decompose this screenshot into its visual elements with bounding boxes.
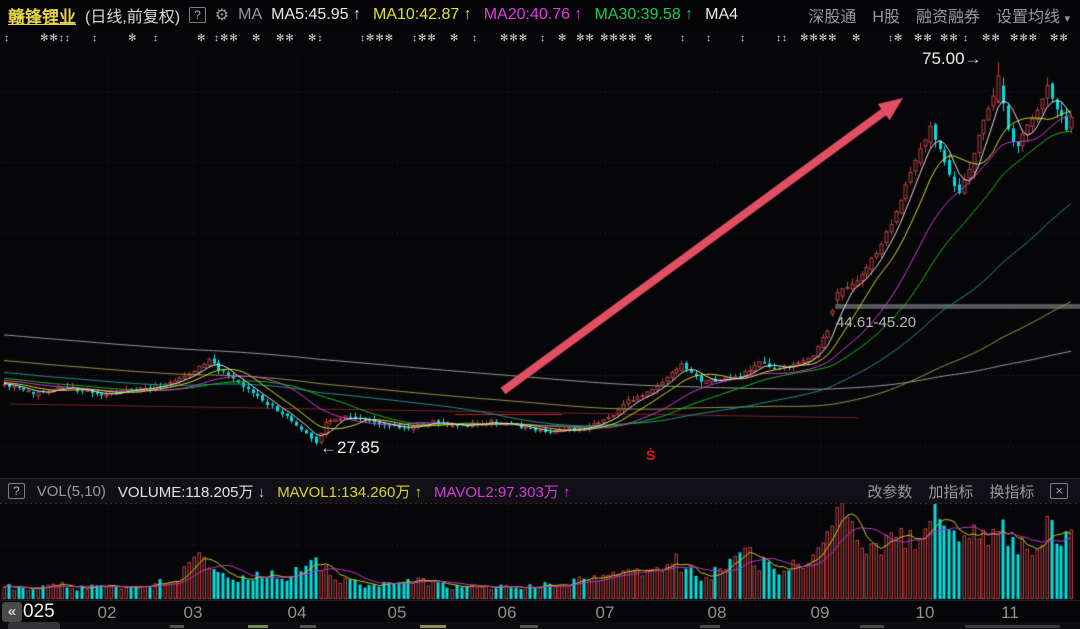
market-badge[interactable]: H股	[872, 9, 900, 26]
event-marker-icon: ↕	[540, 33, 546, 44]
chevron-down-icon: ▾	[1064, 13, 1070, 25]
volume-current-value: VOLUME:118.205万 ↓	[117, 483, 266, 501]
event-marker-icon: ✻✻✻✻	[600, 33, 638, 44]
low-price-annotation: ←27.85	[320, 438, 380, 457]
event-marker-icon: ✻✻	[576, 33, 595, 44]
help-icon[interactable]: ?	[189, 7, 206, 23]
event-marker-icon: ↕	[472, 33, 478, 44]
ma-value: MA30:39.58 ↑	[594, 6, 694, 23]
right-arrow-icon: →	[964, 49, 982, 68]
volume-indicator-label[interactable]: VOL(5,10)	[36, 482, 106, 500]
ma-value: MA10:42.87 ↑	[372, 6, 472, 23]
event-marker-icon: ✻	[197, 33, 207, 44]
clipped-text-fragment	[965, 625, 1060, 628]
event-marker-icon: ✻✻✻	[1010, 33, 1039, 44]
up-arrow-icon: ↑	[414, 483, 423, 501]
signal-marker: Ṡ	[646, 447, 656, 463]
gap-annotation: 44.61-45.20	[836, 314, 917, 331]
event-marker-icon: ✻	[852, 33, 862, 44]
clipped-text-fragment	[170, 625, 184, 628]
event-marker-icon: ↕	[680, 33, 686, 44]
event-marker-icon: ↕	[4, 33, 10, 44]
clipped-text-fragment	[420, 625, 446, 628]
event-marker-icon: ↕↕	[776, 33, 788, 44]
event-marker-icon: ✻✻	[982, 33, 1001, 44]
ma-group-label: MA	[238, 6, 263, 23]
market-badge[interactable]: 深股通	[808, 9, 857, 26]
event-marker-icon: ↕	[740, 33, 746, 44]
event-marker-icon: ✻	[644, 33, 654, 44]
badge-list: 深股通 H股 融资融券	[808, 3, 980, 27]
indicator-action-button[interactable]: 改参数	[867, 483, 913, 501]
event-marker-icon: ✻↕	[308, 33, 324, 44]
bottom-toolbar-clipped	[0, 622, 1080, 629]
event-marker-icon: ✻✻	[940, 33, 959, 44]
x-axis-label: 08	[707, 603, 727, 622]
x-axis-label: 11	[1001, 603, 1019, 622]
x-axis-label: 04	[287, 603, 307, 622]
event-marker-icon: ↕✻✻	[214, 33, 239, 44]
ma-value: MA5:45.95 ↑	[271, 6, 361, 23]
x-axis-label: 05	[387, 603, 407, 622]
ma-legend: MA5:45.95 ↑ MA10:42.87 ↑ MA20:40.76 ↑ MA30:…	[271, 6, 738, 24]
indicator-action-button[interactable]: 加指标	[928, 483, 974, 501]
x-axis-label: 03	[183, 603, 203, 622]
symbol-name[interactable]: 赣锋锂业	[8, 7, 76, 27]
up-arrow-icon: ↑	[562, 483, 571, 501]
x-axis-year-label: 025	[23, 601, 55, 622]
event-marker-icon: ✻	[252, 33, 262, 44]
market-badges: 深股通 H股 融资融券 设置均线 ▾	[808, 3, 1080, 27]
indicator-action-button[interactable]: 换指标	[989, 483, 1035, 501]
x-axis-label: 07	[595, 603, 615, 622]
x-axis-label: 09	[810, 603, 830, 622]
event-marker-icon: ↕	[153, 33, 159, 44]
event-marker-icon: ↕✻✻	[412, 33, 437, 44]
event-marker-icon: ↕	[963, 33, 969, 44]
event-marker-icon: ✻✻	[1050, 33, 1069, 44]
x-axis-label: 02	[97, 603, 117, 622]
event-marker-row: ↕ ✻✻↕↕ ↕ ✻ ↕ ✻ ↕✻✻ ✻ ✻✻ ✻↕ ↕✻✻✻ ↕✻✻ ✻ ↕ ✻✻✻ ↕ ✻ ✻✻ ✻✻✻✻ ✻ ↕ ↕…	[0, 33, 1080, 51]
volume-pane-header: ? VOL(5,10) VOLUME:118.205万 ↓ MAVOL1:134…	[0, 478, 1080, 503]
x-axis: « 025 02 03 04 05 06 07 08 09 10 11	[0, 600, 1080, 623]
event-marker-icon: ✻✻	[276, 33, 295, 44]
event-marker-icon: ✻✻	[914, 33, 933, 44]
high-price-annotation: 75.00→	[922, 49, 982, 68]
ma-value: MA20:40.76 ↑	[483, 6, 583, 23]
top-toolbar: 赣锋锂业 (日线,前复权) ? ⚙ MA MA5:45.95 ↑ MA10:42.…	[0, 0, 1080, 30]
event-marker-icon: ↕✻✻✻	[360, 33, 395, 44]
ma-value: MA4	[705, 6, 739, 23]
clipped-text-fragment	[248, 625, 268, 628]
event-marker-icon: ✻	[558, 33, 568, 44]
event-marker-icon: ✻	[128, 33, 138, 44]
event-marker-icon: ✻✻↕↕	[40, 33, 71, 44]
collapse-button[interactable]: «	[2, 602, 22, 622]
ma-settings-button[interactable]: 设置均线 ▾	[996, 9, 1070, 26]
event-marker-icon: ↕	[92, 33, 98, 44]
gear-icon[interactable]: ⚙	[214, 7, 230, 24]
event-marker-icon: ✻	[450, 33, 460, 44]
clipped-text-fragment	[300, 625, 316, 628]
event-marker-icon: ↕✻	[888, 33, 904, 44]
event-marker-icon: ✻✻✻✻	[800, 33, 838, 44]
bottom-tab[interactable]	[8, 622, 60, 629]
event-marker-icon: ✻✻✻	[500, 33, 529, 44]
x-axis-label: 10	[915, 603, 935, 622]
left-arrow-icon: ←	[320, 438, 337, 457]
event-marker-icon: ↕	[706, 33, 712, 44]
clipped-text-fragment	[520, 625, 538, 628]
indicator-actions: 改参数 加指标 换指标 ×	[867, 481, 1072, 502]
market-badge[interactable]: 融资融券	[915, 9, 980, 26]
mavol1-value: MAVOL1:134.260万 ↑	[277, 483, 423, 501]
down-arrow-icon: ↓	[257, 483, 266, 501]
x-axis-label: 06	[497, 603, 517, 622]
clipped-text-fragment	[860, 625, 884, 628]
volume-help-icon[interactable]: ?	[8, 483, 25, 499]
close-icon[interactable]: ×	[1050, 483, 1068, 499]
clipped-text-fragment	[700, 625, 720, 628]
mavol2-value: MAVOL2:97.303万 ↑	[434, 483, 571, 501]
chart-mode-label: (日线,前复权)	[85, 9, 181, 26]
